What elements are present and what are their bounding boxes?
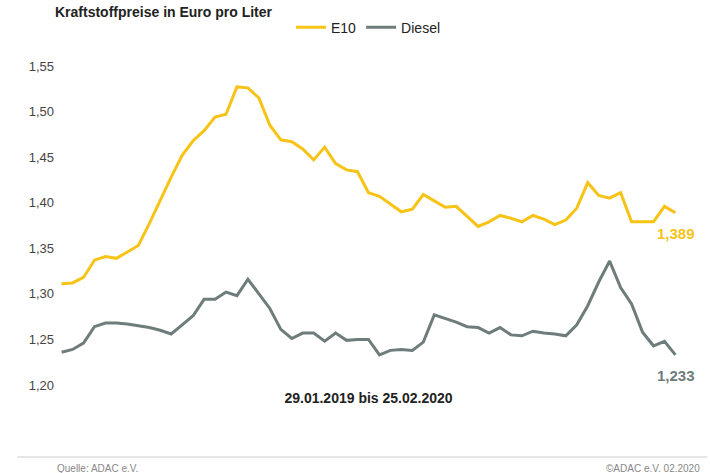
svg-text:1,35: 1,35 <box>29 241 54 256</box>
svg-text:©ADAC e.V. 02.2020: ©ADAC e.V. 02.2020 <box>606 463 700 473</box>
svg-text:1,55: 1,55 <box>29 59 54 74</box>
svg-text:Quelle: ADAC e.V.: Quelle: ADAC e.V. <box>57 463 138 473</box>
svg-text:Kraftstoffpreise in Euro pro L: Kraftstoffpreise in Euro pro Liter <box>55 4 273 20</box>
svg-text:1,233: 1,233 <box>657 367 695 384</box>
svg-text:1,20: 1,20 <box>29 378 54 393</box>
svg-text:1,45: 1,45 <box>29 150 54 165</box>
svg-text:1,389: 1,389 <box>657 225 695 242</box>
svg-text:1,50: 1,50 <box>29 104 54 119</box>
svg-text:29.01.2019 bis 25.02.2020: 29.01.2019 bis 25.02.2020 <box>284 390 452 406</box>
svg-text:1,30: 1,30 <box>29 286 54 301</box>
svg-text:Diesel: Diesel <box>401 20 440 36</box>
svg-text:1,40: 1,40 <box>29 195 54 210</box>
svg-text:1,25: 1,25 <box>29 332 54 347</box>
svg-text:E10: E10 <box>331 20 356 36</box>
